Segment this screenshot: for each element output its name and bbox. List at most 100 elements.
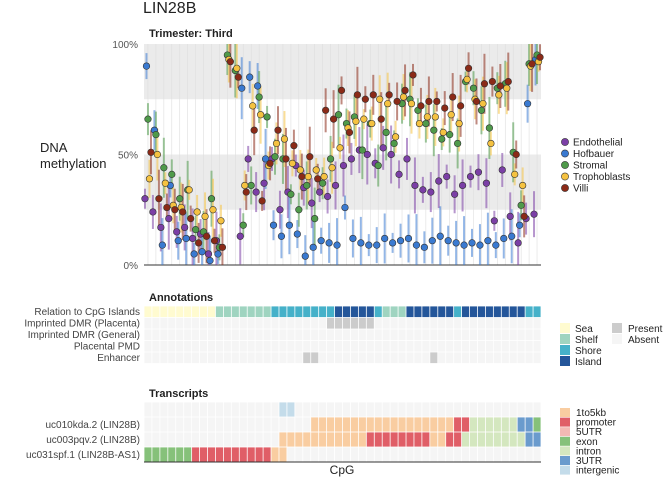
annotation-tile [454,340,462,352]
annotation-tile [342,340,351,352]
transcript-tile [231,402,239,417]
transcript-tile [525,417,533,432]
transcript-tile [406,447,414,462]
annotation-tile [255,317,263,329]
transcript-row-label: uc003pqv.2 (LIN28B) [46,435,140,446]
data-point-trophoblasts [272,139,281,148]
annotation-tile [319,340,327,352]
annotation-tile [144,340,152,352]
transcript-tile [342,417,351,432]
annotation-tile [152,306,160,318]
transcript-tile [446,447,454,462]
transcript-tile [334,432,343,447]
annotation-tile [366,306,374,318]
annotation-tile [215,340,223,352]
data-point-trophoblasts [368,119,376,128]
transcript-tile [493,417,501,432]
transcript-tile [144,447,152,462]
annotation-tile [192,329,200,341]
legend-label-5utr: 5UTR [576,427,602,438]
data-point-stromal [207,195,216,203]
data-point-villi [274,126,282,134]
data-point-hofbauer [182,234,190,243]
annotation-tile [422,306,430,318]
transcript-tile [390,432,398,447]
y-axis-label-line: DNA [40,140,68,155]
annotation-tile [176,306,184,318]
annotation-tile [168,340,176,352]
annotation-tile [239,340,247,352]
annotation-tile [477,340,486,352]
annotation-tile [446,352,454,364]
legend-swatch-present [612,323,622,333]
data-point-trophoblasts [519,181,527,190]
transcript-tile [430,447,438,462]
annotation-tile [438,329,446,341]
annotation-tile [446,340,454,352]
data-point-stromal [517,201,525,209]
data-point-hofbauer [500,234,508,243]
data-point-stromal [334,111,343,119]
legend-swatch-intergenic [560,465,570,475]
transcript-tile [446,417,454,432]
data-point-stromal [438,135,446,143]
legend-swatch-hofbauer [561,149,569,158]
y-tick-label: 50% [118,151,138,162]
annotation-tile [390,317,398,329]
data-point-stromal [326,155,335,163]
data-point-villi [377,115,385,123]
transcript-tile [271,402,279,417]
data-point-trophoblasts [249,102,257,110]
annotation-tile [334,340,343,352]
annotation-tile [247,329,255,341]
transcript-tile [311,417,319,432]
data-point-hofbauer [341,203,349,212]
annotation-tile [485,340,493,352]
annotation-tile [215,352,223,364]
annotation-tile [438,317,446,329]
transcript-tile [152,417,160,432]
data-point-hofbauer [508,232,516,240]
data-point-endothelial [474,168,483,176]
legend-label-hofbauer: Hofbauer [573,149,615,160]
annotation-tile [533,317,541,329]
data-point-stromal [168,170,176,178]
annotation-tile [303,329,311,341]
annotation-tile [160,317,168,329]
data-point-villi [472,97,481,106]
legend-label-endothelial: Endothelial [573,138,622,149]
data-point-trophoblasts [328,164,336,172]
transcript-row-label: uc031spf.1 (LIN28B-AS1) [26,450,140,461]
transcript-tile [462,432,470,447]
data-point-trophoblasts [288,159,296,167]
annotation-tile [350,329,358,341]
data-point-hofbauer [285,221,293,229]
data-point-villi [393,97,401,106]
transcript-tile [374,432,382,447]
annotation-tile [462,340,470,352]
transcript-tile [192,432,200,447]
transcript-tile [398,447,406,462]
transcript-tile [327,447,335,462]
transcript-tile [287,402,295,417]
annotation-tile [223,329,231,341]
transcript-tile [398,432,406,447]
data-point-trophoblasts [320,173,328,181]
transcript-tile [184,447,192,462]
annotation-tile [390,306,398,318]
transcript-tile [422,447,430,462]
transcript-tile [255,432,263,447]
data-point-villi [155,195,163,203]
annotation-tile [477,329,486,341]
annotation-tile [207,340,216,352]
transcript-tile [422,432,430,447]
annotation-tile [398,340,406,352]
transcript-tile [223,432,231,447]
data-point-endothelial [236,232,244,240]
transcript-tile [207,447,216,462]
annotation-tile [422,329,430,341]
annotation-tile [319,306,327,318]
annotation-row-label: Imprinted DMR (Placenta) [24,319,140,330]
annotation-tile [342,329,351,341]
transcript-tile [184,402,192,417]
